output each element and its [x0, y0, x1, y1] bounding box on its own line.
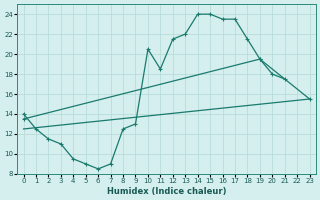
- X-axis label: Humidex (Indice chaleur): Humidex (Indice chaleur): [107, 187, 226, 196]
